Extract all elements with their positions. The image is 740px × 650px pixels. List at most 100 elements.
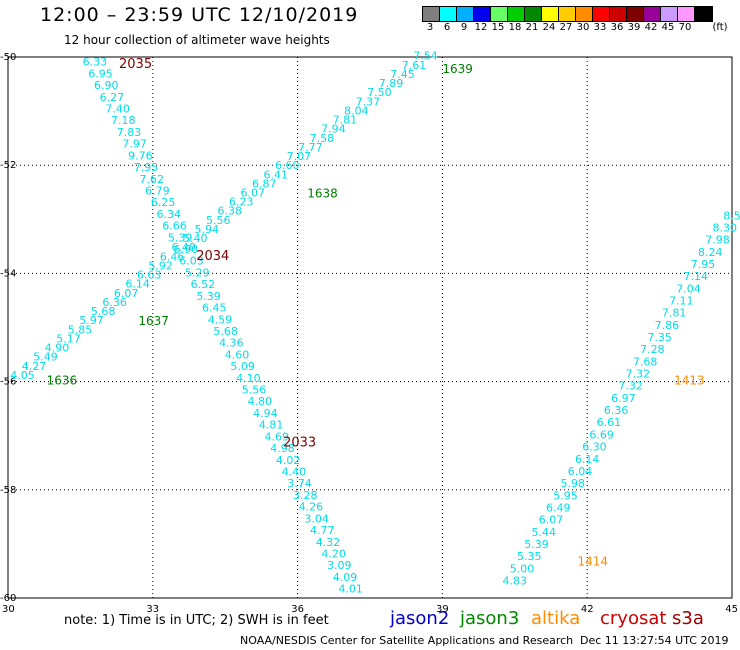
- y-tick-label: -54: [0, 268, 16, 279]
- legend-swatch: [610, 7, 627, 21]
- track-b-value: 7.37: [356, 95, 381, 108]
- track-c-value: 8.24: [698, 246, 723, 259]
- track-a-value: 4.98: [270, 442, 295, 455]
- mission-jason2: jason2: [390, 608, 450, 629]
- legend-swatch: [508, 7, 525, 21]
- track-c-value: 7.68: [633, 355, 658, 368]
- track-b-value: 8.04: [344, 104, 369, 117]
- y-tick-label: -50: [0, 52, 16, 63]
- track-c-value: 7.98: [705, 234, 730, 247]
- pass-time-jason3: 1638: [307, 187, 338, 201]
- y-tick-label: -60: [0, 593, 16, 604]
- track-c-value: 7.81: [662, 307, 687, 320]
- legend-label: 39: [627, 22, 641, 33]
- pass-time-jason3: 1637: [138, 314, 169, 328]
- legend-label: 27: [559, 22, 573, 33]
- track-c-value: 7.04: [676, 282, 701, 295]
- track-c-value: 7.32: [618, 380, 643, 393]
- track-a-value: 9.76: [128, 149, 153, 162]
- track-c-value: 7.35: [647, 331, 672, 344]
- track-b-value: 7.54: [413, 50, 438, 63]
- x-tick-label: 39: [436, 604, 449, 615]
- track-a-value: 4.59: [208, 313, 233, 326]
- track-c-value: 7.32: [626, 368, 651, 381]
- track-a-value: 5.29: [185, 266, 210, 279]
- pass-time-altika: 1414: [578, 555, 609, 569]
- legend-swatch: [593, 7, 610, 21]
- track-b-value: 7.77: [298, 141, 323, 154]
- note-text: note: 1) Time is in UTC; 2) SWH is in fe…: [64, 613, 329, 628]
- color-legend-bar: [422, 6, 713, 22]
- track-c-value: 6.04: [568, 465, 593, 478]
- track-a-value: 6.52: [191, 278, 216, 291]
- credit-text: NOAA/NESDIS Center for Satellite Applica…: [240, 634, 574, 647]
- track-b-value: 7.50: [367, 86, 392, 99]
- mission-altika: altika: [531, 608, 581, 629]
- track-a-value: 4.09: [333, 571, 358, 584]
- track-c-value: 6.36: [604, 404, 629, 417]
- map-frame: [7, 56, 733, 599]
- track-c-value: 5.39: [524, 538, 549, 551]
- legend-label: 21: [525, 22, 539, 33]
- legend-swatch: [576, 7, 593, 21]
- track-a-value: 6.95: [88, 67, 113, 80]
- track-b-value: 7.45: [390, 68, 415, 81]
- track-c-value: 7.14: [684, 270, 709, 283]
- track-a-value: 6.90: [94, 79, 119, 92]
- track-b-value: 6.38: [218, 205, 243, 218]
- legend-swatch: [423, 7, 440, 21]
- legend-label: 6: [443, 22, 451, 33]
- track-a-value: 4.81: [259, 419, 284, 432]
- track-a-value: 4.32: [316, 536, 341, 549]
- track-b-value: 6.14: [125, 278, 150, 291]
- track-b-value: 6.87: [252, 177, 277, 190]
- legend-swatch: [457, 7, 474, 21]
- pass-time-jason3: 1636: [47, 373, 78, 387]
- legend-swatch: [440, 7, 457, 21]
- map-subtitle: 12 hour collection of altimeter wave hei…: [64, 33, 330, 47]
- legend-label: 12: [474, 22, 488, 33]
- track-b-value: 6.36: [102, 296, 127, 309]
- track-b-value: 7.61: [402, 59, 427, 72]
- track-c-value: 6.49: [546, 501, 571, 514]
- track-a-value: 3.04: [304, 512, 329, 525]
- track-a-value: 6.33: [83, 56, 108, 69]
- track-b-value: 6.40: [171, 241, 196, 254]
- track-a-value: 7.95: [134, 161, 159, 174]
- legend-label: 33: [593, 22, 607, 33]
- track-a-value: 4.01: [338, 583, 363, 596]
- track-b-value: 6.23: [229, 196, 254, 209]
- track-a-value: 6.34: [157, 208, 182, 221]
- track-a-value: 6.79: [145, 184, 170, 197]
- track-a-value: 3.09: [327, 559, 352, 572]
- legend-label: 36: [610, 22, 624, 33]
- x-tick-label: 30: [2, 604, 15, 615]
- track-b-value: 6.07: [114, 287, 139, 300]
- track-c-value: 5.95: [553, 489, 578, 502]
- legend-label: 3: [426, 22, 434, 33]
- track-c-value: 6.69: [589, 428, 614, 441]
- x-tick-label: 33: [146, 604, 159, 615]
- legend-swatch: [661, 7, 678, 21]
- track-b-value: 6.07: [241, 187, 266, 200]
- x-tick-label: 42: [581, 604, 594, 615]
- track-a-value: 5.39: [168, 231, 193, 244]
- track-a-value: 6.27: [100, 91, 125, 104]
- track-c-value: 6.07: [539, 514, 564, 527]
- track-a-value: 4.69: [265, 430, 290, 443]
- legend-swatch: [559, 7, 576, 21]
- pass-time-altika: 1413: [674, 373, 705, 387]
- track-c-value: 6.14: [575, 453, 600, 466]
- track-b-value: 7.07: [287, 150, 312, 163]
- track-a-value: 4.94: [253, 407, 278, 420]
- track-a-value: 7.97: [122, 138, 147, 151]
- mission-cryosat: cryosat: [600, 608, 667, 629]
- track-b-value: 7.58: [310, 132, 335, 145]
- track-b-value: 6.60: [275, 159, 300, 172]
- track-a-value: 5.09: [230, 360, 255, 373]
- track-a-value: 4.40: [282, 465, 307, 478]
- legend-swatch: [542, 7, 559, 21]
- track-b-value: 5.17: [56, 332, 81, 345]
- track-a-value: 5.56: [242, 384, 267, 397]
- x-tick-label: 45: [725, 604, 738, 615]
